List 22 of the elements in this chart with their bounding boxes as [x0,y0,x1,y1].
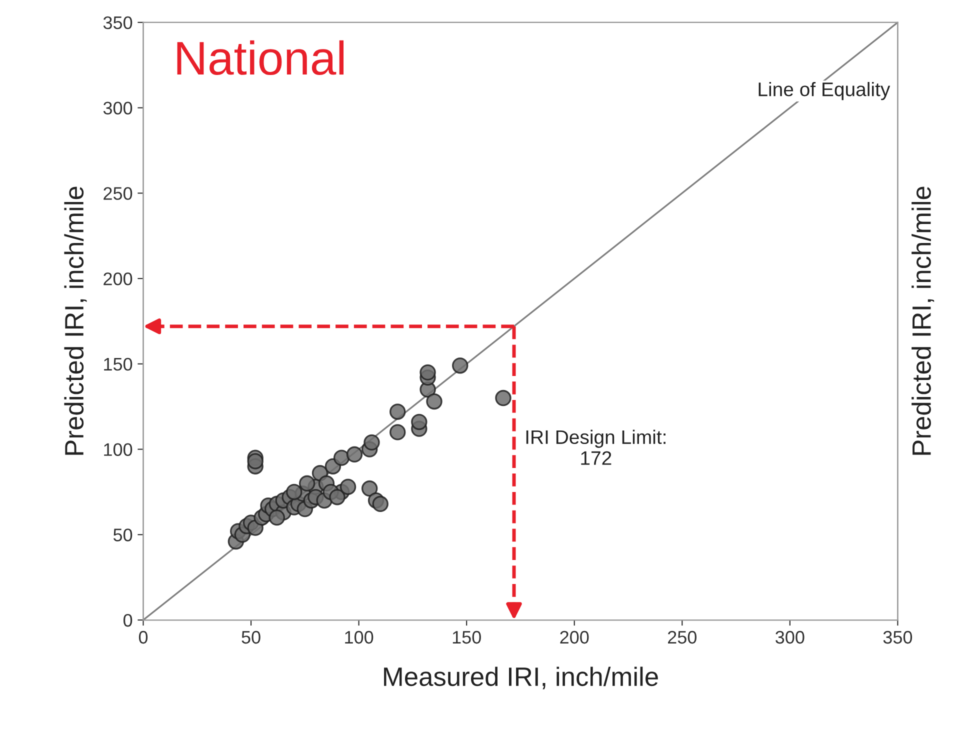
y-axis-title: Predicted IRI, inch/mile [64,186,87,455]
x-axis-title: Measured IRI, inch/mile [384,666,658,690]
ref-line-label: IRI Design Limit: 172 [526,430,666,465]
y-tick-label: 100 [104,443,132,456]
chart-title: National [177,40,344,76]
y2-axis-title: Predicted IRI, inch/mile [912,186,934,455]
y-tick-label: 300 [103,102,132,114]
x-tick-label: 200 [560,630,589,644]
y-tick-label: 0 [124,614,132,627]
annotation: Line of Equality [758,82,890,100]
x-tick-label: 250 [668,630,696,644]
y-tick-label: 250 [104,187,132,200]
x-tick-label: 350 [883,630,912,644]
x-tick-label: 300 [776,630,804,644]
x-tick-label: 0 [138,630,148,644]
x-tick-label: 50 [242,630,260,644]
y-tick-label: 150 [104,358,132,371]
y-tick-label: 350 [103,16,132,30]
y-tick-label: 50 [113,528,132,542]
x-tick-label: 150 [452,630,481,644]
y-tick-label: 200 [104,272,132,286]
x-tick-label: 100 [345,630,374,644]
